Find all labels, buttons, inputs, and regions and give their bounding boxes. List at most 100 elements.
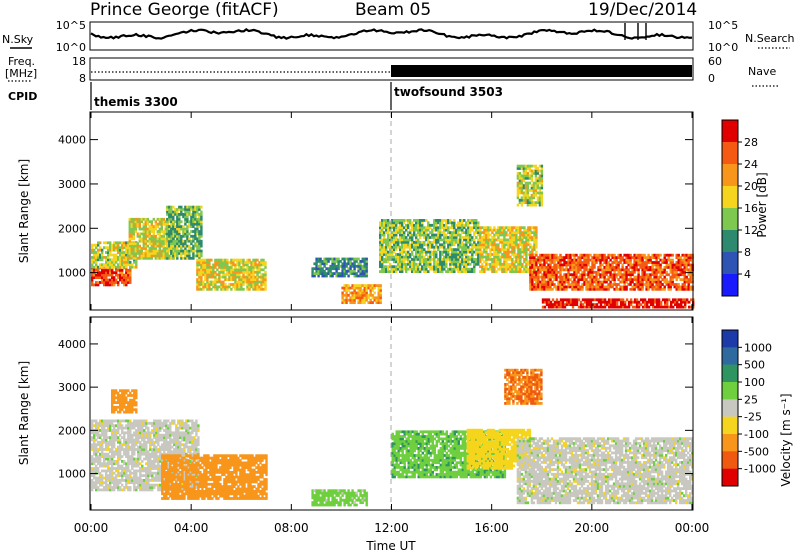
heatmap-cell (188, 210, 191, 214)
heatmap-cell (407, 231, 410, 234)
heatmap-cell (455, 267, 458, 271)
heatmap-cell (469, 250, 472, 254)
heatmap-cell (671, 273, 674, 277)
heatmap-cell (115, 424, 118, 428)
heatmap-cell (152, 244, 155, 248)
heatmap-cell (639, 253, 642, 257)
heatmap-cell (222, 263, 225, 267)
heatmap-cell (232, 258, 235, 262)
heatmap-cell (383, 267, 386, 271)
heatmap-cell (111, 246, 114, 250)
heatmap-cell (101, 452, 104, 456)
heatmap-cell (597, 256, 600, 259)
heatmap-cell (599, 263, 602, 267)
heatmap-cell (409, 262, 412, 266)
heatmap-cell (529, 280, 532, 284)
heatmap-cell (417, 253, 420, 256)
heatmap-cell (657, 298, 661, 302)
heatmap-cell (101, 273, 104, 277)
heatmap-cell (262, 280, 265, 284)
heatmap-cell (609, 253, 612, 257)
heatmap-cell (441, 226, 444, 230)
heatmap-cell (393, 267, 396, 271)
heatmap-cell (91, 469, 94, 473)
heatmap-cell (99, 476, 102, 480)
heatmap-cell (335, 260, 338, 263)
heatmap-cell (186, 227, 189, 231)
heatmap-cell (101, 429, 104, 432)
heatmap-cell (117, 421, 120, 425)
heatmap-cell (127, 460, 130, 463)
heatmap-cell (121, 265, 124, 269)
heatmap-cell (571, 303, 575, 306)
heatmap-cell (455, 240, 458, 244)
heatmap-cell (252, 261, 255, 264)
heatmap-cell (603, 275, 606, 279)
heatmap-cell (471, 245, 474, 249)
heatmap-cell (200, 287, 203, 291)
heatmap-cell (671, 283, 674, 286)
heatmap-cell (524, 193, 528, 197)
heatmap-cell (537, 258, 540, 262)
heatmap-cell (617, 266, 620, 269)
heatmap-cell (200, 268, 203, 272)
heatmap-cell (109, 469, 112, 473)
heatmap-cell (579, 268, 582, 272)
heatmap-cell (343, 262, 346, 266)
heatmap-cell (158, 252, 161, 255)
heatmap-cell (198, 252, 201, 255)
heatmap-cell (105, 436, 108, 439)
heatmap-cell (577, 266, 580, 269)
heatmap-cell (385, 270, 388, 273)
heatmap-cell (97, 251, 100, 254)
heatmap-cell (107, 488, 110, 492)
heatmap-cell (200, 283, 203, 286)
heatmap-cell (613, 303, 617, 306)
heatmap-cell (113, 438, 116, 442)
heatmap-cell (154, 247, 157, 250)
heatmap-cell (481, 258, 484, 261)
heatmap-cell (573, 261, 576, 264)
heatmap-cell (551, 283, 554, 286)
heatmap-cell (565, 287, 568, 291)
heatmap-cell (240, 268, 243, 272)
heatmap-cell (389, 255, 392, 259)
heatmap-cell (511, 226, 514, 230)
heatmap-cell (407, 238, 410, 242)
heatmap-cell (236, 285, 239, 289)
heatmap-cell (164, 256, 167, 260)
heatmap-cell (555, 303, 559, 306)
heatmap-cell (176, 222, 179, 226)
heatmap-cell (365, 260, 368, 263)
heatmap-cell (431, 245, 434, 249)
heatmap-cell (659, 253, 662, 257)
heatmap-cell (359, 264, 362, 268)
heatmap-cell (415, 238, 418, 242)
heatmap-cell (523, 248, 526, 251)
heatmap-cell (690, 305, 693, 309)
heatmap-cell (553, 300, 557, 304)
heatmap-cell (587, 305, 591, 309)
heatmap-cell (115, 452, 118, 456)
heatmap-cell (182, 239, 185, 243)
heatmap-cell (93, 474, 96, 477)
heatmap-cell (507, 228, 510, 232)
heatmap-cell (483, 265, 486, 269)
heatmap-cell (399, 255, 402, 259)
heatmap-cell (411, 226, 414, 230)
heatmap-cell (439, 270, 442, 273)
heatmap-cell (232, 283, 235, 286)
heatmap-cell (136, 217, 139, 221)
heatmap-cell (405, 236, 408, 239)
heatmap-cell (427, 233, 430, 237)
heatmap-cell (198, 215, 201, 219)
heatmap-cell (409, 219, 412, 222)
heatmap-cell (455, 238, 458, 242)
heatmap-cell (256, 270, 259, 274)
heatmap-cell (659, 305, 663, 309)
heatmap-cell (495, 243, 498, 247)
heatmap-cell (485, 236, 488, 239)
heatmap-cell (150, 256, 153, 260)
heatmap-cell (142, 232, 145, 236)
heatmap-cell (457, 248, 460, 251)
